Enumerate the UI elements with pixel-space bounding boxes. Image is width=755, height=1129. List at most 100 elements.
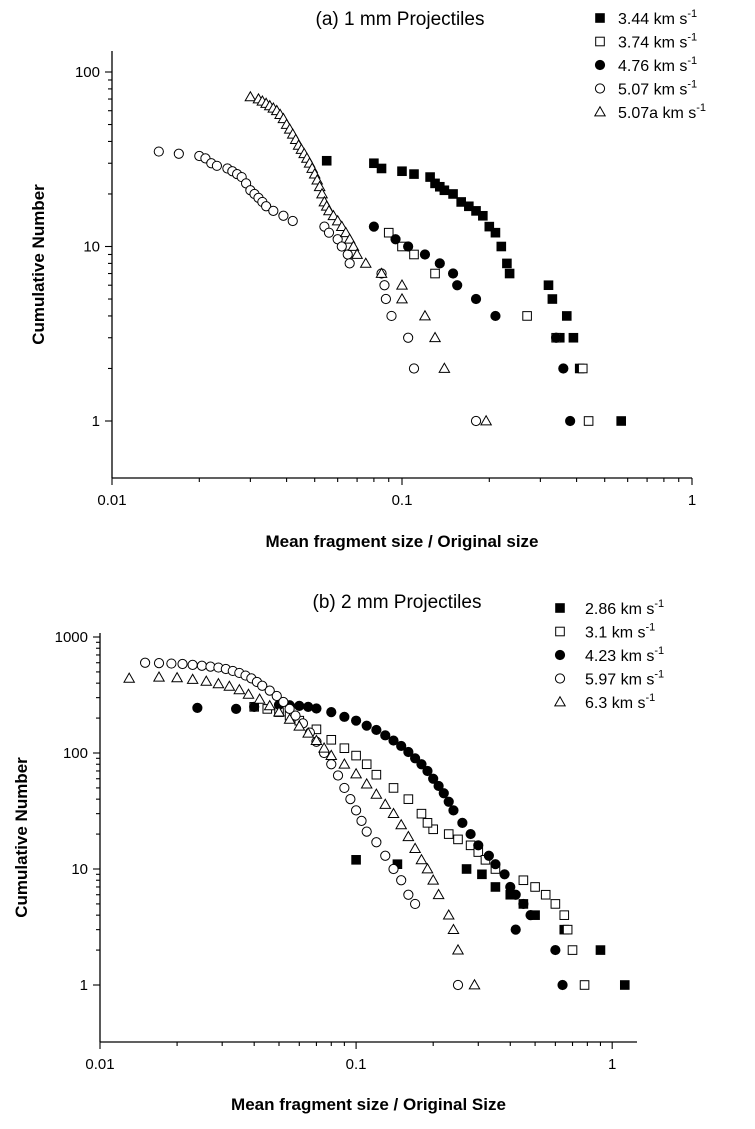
data-point — [550, 944, 561, 956]
data-point — [369, 158, 379, 169]
data-point — [293, 720, 306, 731]
data-point — [504, 268, 515, 279]
data-point — [351, 248, 364, 259]
data-point — [139, 657, 151, 668]
legend-marker — [554, 649, 566, 661]
legend-label: 3.44 km s-1 — [618, 8, 697, 28]
data-point — [448, 805, 459, 816]
data-point — [558, 363, 569, 374]
data-point — [325, 749, 338, 760]
data-point — [332, 770, 344, 781]
data-point — [388, 735, 399, 746]
legend-marker — [595, 36, 605, 47]
data-point — [350, 767, 363, 779]
legend-marker — [595, 13, 605, 23]
data-point — [379, 798, 392, 809]
data-point — [388, 783, 399, 793]
data-point — [173, 148, 184, 159]
data-point — [339, 782, 350, 794]
y-tick-label: 1000 — [55, 629, 88, 646]
panel-b: 1 10 100 1000 0.01 0.1 1 (b) 2 mm Projectiles Me… — [12, 592, 664, 1114]
data-point — [410, 898, 421, 910]
data-point — [342, 249, 353, 260]
legend-label: 3.74 km s-1 — [618, 32, 697, 52]
data-point — [361, 826, 372, 837]
data-point — [249, 701, 260, 712]
data-point — [379, 280, 390, 291]
data-point — [395, 279, 409, 290]
data-point — [302, 727, 315, 738]
data-point — [390, 234, 401, 245]
data-point — [283, 713, 296, 724]
data-point — [447, 268, 459, 279]
data-point — [233, 683, 246, 695]
data-point — [579, 980, 590, 990]
data-point — [380, 850, 391, 861]
data-point — [438, 362, 451, 373]
y-axis-label: Cumulative Number — [29, 184, 48, 345]
x-axis-label: Mean fragment size / Original size — [265, 532, 538, 551]
x-tick-label: 0.01 — [85, 1056, 114, 1073]
legend-marker — [593, 105, 607, 117]
data-point — [294, 700, 305, 711]
data-point — [211, 160, 223, 171]
data-point — [387, 807, 400, 819]
data-point — [356, 815, 367, 826]
data-point — [396, 740, 407, 752]
data-point — [361, 720, 372, 731]
y-tick-label: 10 — [71, 861, 88, 878]
data-point — [326, 734, 337, 745]
data-point — [177, 658, 188, 670]
data-point — [380, 730, 391, 741]
data-point — [331, 214, 344, 226]
data-point — [380, 293, 391, 305]
data-point — [465, 828, 476, 840]
data-point — [443, 796, 454, 807]
data-point — [360, 777, 373, 789]
data-point — [343, 233, 356, 244]
data-point — [263, 699, 276, 711]
data-point — [303, 701, 314, 712]
y-tick-label: 1 — [92, 413, 100, 430]
data-point — [477, 869, 487, 880]
data-point — [153, 146, 164, 157]
data-point — [425, 172, 435, 182]
data-point — [490, 227, 501, 238]
data-point — [403, 889, 414, 900]
chart-title: (b) 2 mm Projectiles — [313, 592, 482, 613]
y-tick-label: 1 — [80, 977, 88, 994]
data-point — [323, 227, 335, 238]
data-point — [244, 90, 257, 102]
legend-marker — [594, 59, 606, 71]
data-point — [547, 294, 558, 304]
data-point — [315, 187, 329, 199]
data-point — [468, 978, 481, 990]
data-point — [505, 881, 516, 893]
data-point — [335, 220, 348, 232]
panel-a: 1 10 100 0.01 0.1 1 (a) 1 mm Projectiles Mean f… — [29, 8, 706, 551]
data-point — [510, 889, 521, 900]
data-point — [470, 293, 482, 305]
data-point — [242, 688, 255, 699]
data-point — [448, 189, 458, 199]
data-point — [200, 675, 213, 686]
data-point — [410, 753, 421, 764]
data-point — [310, 734, 323, 745]
data-point — [153, 658, 165, 669]
legend-marker — [555, 626, 565, 637]
data-point — [402, 830, 415, 842]
data-point — [326, 759, 337, 770]
data-point — [223, 680, 236, 691]
data-point — [350, 715, 362, 726]
data-point — [351, 750, 361, 761]
data-point — [451, 943, 465, 955]
data-point — [452, 979, 464, 991]
data-point — [339, 226, 352, 238]
legend-label: 6.3 km s-1 — [585, 692, 655, 712]
data-point — [388, 863, 399, 875]
legend-label: 4.23 km s-1 — [585, 645, 664, 665]
data-point — [123, 672, 136, 683]
data-point — [370, 788, 383, 799]
data-point — [428, 331, 442, 343]
